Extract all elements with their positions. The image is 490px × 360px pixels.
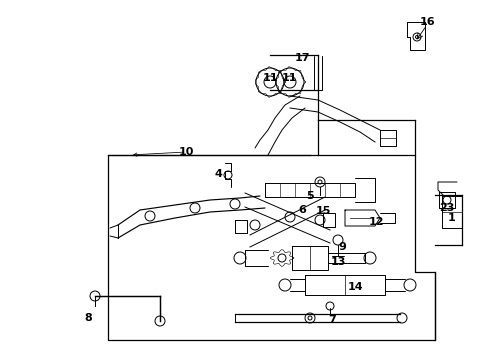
Text: 11: 11 — [281, 73, 297, 83]
Text: 13: 13 — [330, 257, 345, 267]
Text: 4: 4 — [214, 169, 222, 179]
Text: 6: 6 — [298, 205, 306, 215]
Text: 1: 1 — [448, 213, 456, 223]
Text: 14: 14 — [347, 282, 363, 292]
Text: 9: 9 — [338, 242, 346, 252]
Text: 15: 15 — [315, 206, 331, 216]
Text: 11: 11 — [262, 73, 278, 83]
Text: 16: 16 — [419, 17, 435, 27]
Text: 8: 8 — [84, 313, 92, 323]
Text: 7: 7 — [328, 315, 336, 325]
Text: 23: 23 — [440, 203, 455, 213]
Text: 12: 12 — [368, 217, 384, 227]
Text: 10: 10 — [178, 147, 194, 157]
Text: 17: 17 — [294, 53, 310, 63]
Text: 5: 5 — [306, 191, 314, 201]
